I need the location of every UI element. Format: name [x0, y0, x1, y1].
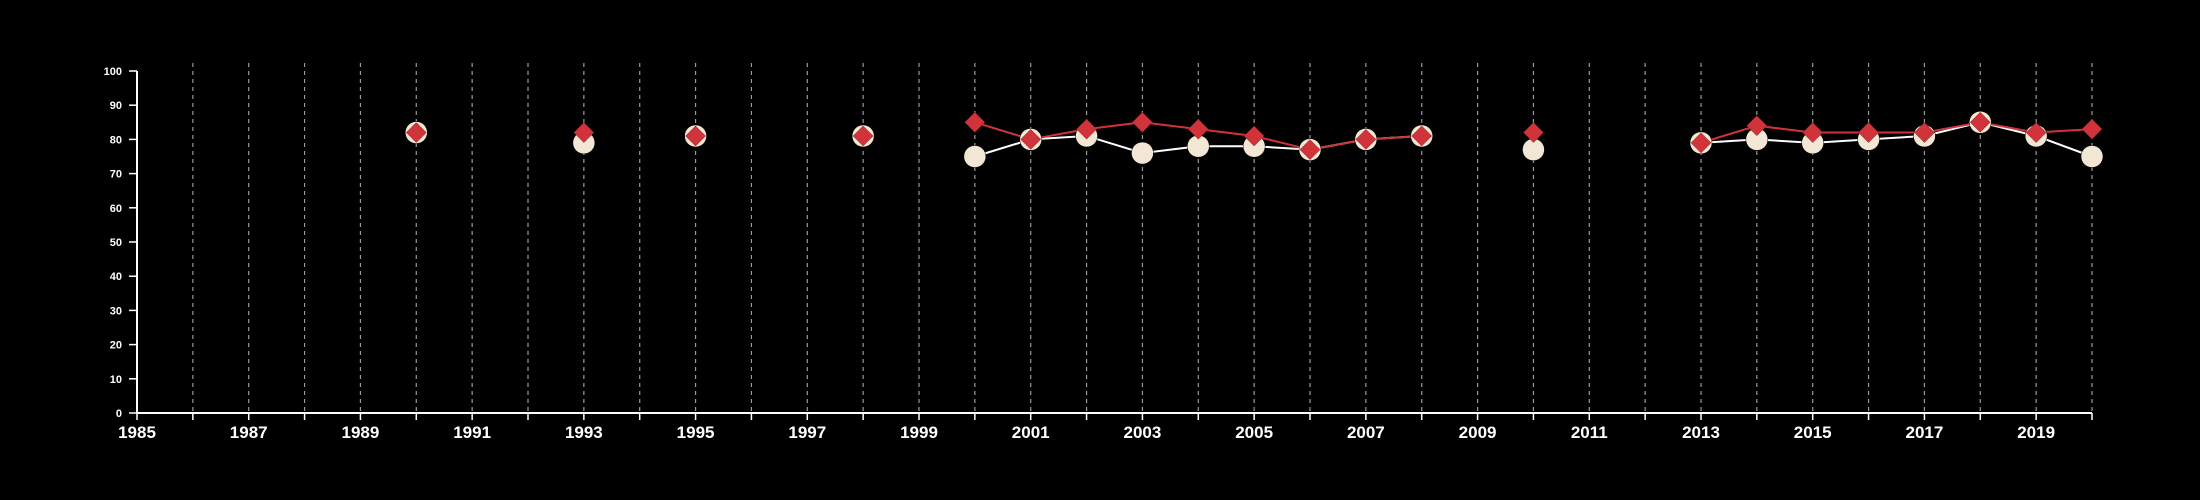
y-tick-label: 60 — [110, 203, 122, 215]
series-2-diamond-point — [1858, 122, 1879, 143]
x-tick-label: 2011 — [1571, 423, 1608, 442]
series-2-diamond-point — [1076, 118, 1097, 140]
series-2-diamond-point — [2025, 122, 2047, 143]
x-tick-label: 2001 — [1012, 423, 1050, 442]
series-2-diamond-point — [1020, 129, 1042, 150]
series-2-diamond-point — [1914, 122, 1935, 143]
x-tick-label: 1995 — [677, 423, 715, 442]
series-2-diamond-point — [852, 125, 874, 147]
y-tick-label: 90 — [110, 100, 122, 112]
x-tick-label: 1993 — [565, 423, 603, 442]
y-tick-label: 50 — [110, 237, 122, 249]
series-2-diamond-point — [2081, 118, 2103, 140]
series-2-diamond-point — [1187, 118, 1209, 140]
y-tick-label: 0 — [116, 408, 122, 420]
x-tick-label: 1997 — [788, 423, 826, 442]
series-1-circle-point — [2080, 145, 2104, 168]
series-markers — [405, 111, 2104, 168]
x-tick-label: 2005 — [1235, 423, 1273, 442]
x-tick-label: 2015 — [1794, 423, 1832, 442]
x-tick-label: 1987 — [230, 423, 268, 442]
x-tick-label: 2019 — [2017, 423, 2055, 442]
series-2-diamond-point — [1746, 115, 1768, 137]
series-1-circle-point — [1131, 141, 1154, 165]
x-tick-label: 2017 — [1906, 423, 1944, 442]
series-2-diamond-point — [1132, 111, 1153, 133]
series-2-diamond-point — [405, 122, 427, 143]
series-2-diamond-point — [964, 111, 986, 133]
y-tick-label: 80 — [110, 134, 122, 146]
y-tick-label: 30 — [110, 305, 122, 317]
series-2-diamond-point — [1243, 125, 1265, 147]
series-2-diamond-point — [1802, 122, 1824, 143]
x-tick-label: 1989 — [342, 423, 380, 442]
series-2-line-segment — [1086, 121, 1143, 131]
series-2-line-segment — [1198, 128, 1255, 137]
x-tick-label: 1999 — [900, 423, 938, 442]
x-tick-label: 2007 — [1347, 423, 1385, 442]
series-2-diamond-point — [573, 122, 595, 143]
series-2-diamond-point — [1299, 139, 1321, 161]
x-tick-label: 1985 — [118, 423, 156, 442]
series-2-diamond-point — [1411, 125, 1433, 147]
series-2-diamond-point — [685, 125, 706, 147]
y-tick-label: 10 — [110, 374, 122, 386]
series-2-line-segment — [1142, 121, 1199, 131]
x-tick-label: 1991 — [453, 423, 491, 442]
y-tick-label: 100 — [104, 66, 122, 78]
y-tick-label: 70 — [110, 169, 122, 181]
series-2-diamond-point — [1969, 111, 1991, 133]
series-1-circle-point — [963, 145, 987, 168]
x-tick-label: 2009 — [1459, 423, 1497, 442]
series-2-diamond-point — [1523, 122, 1544, 143]
x-tick-label: 2013 — [1682, 423, 1720, 442]
series-2-line-segment — [1756, 124, 1813, 134]
series-2-diamond-point — [1690, 132, 1712, 154]
axes: 0 10 20 30 40 50 60 70 80 90 100 1985 1987 1989 1991 19… — [104, 66, 2093, 442]
x-tick-label: 2003 — [1124, 423, 1162, 442]
y-tick-label: 20 — [110, 340, 122, 352]
series-2-diamond-point — [1355, 129, 1377, 150]
y-tick-label: 40 — [110, 271, 122, 283]
